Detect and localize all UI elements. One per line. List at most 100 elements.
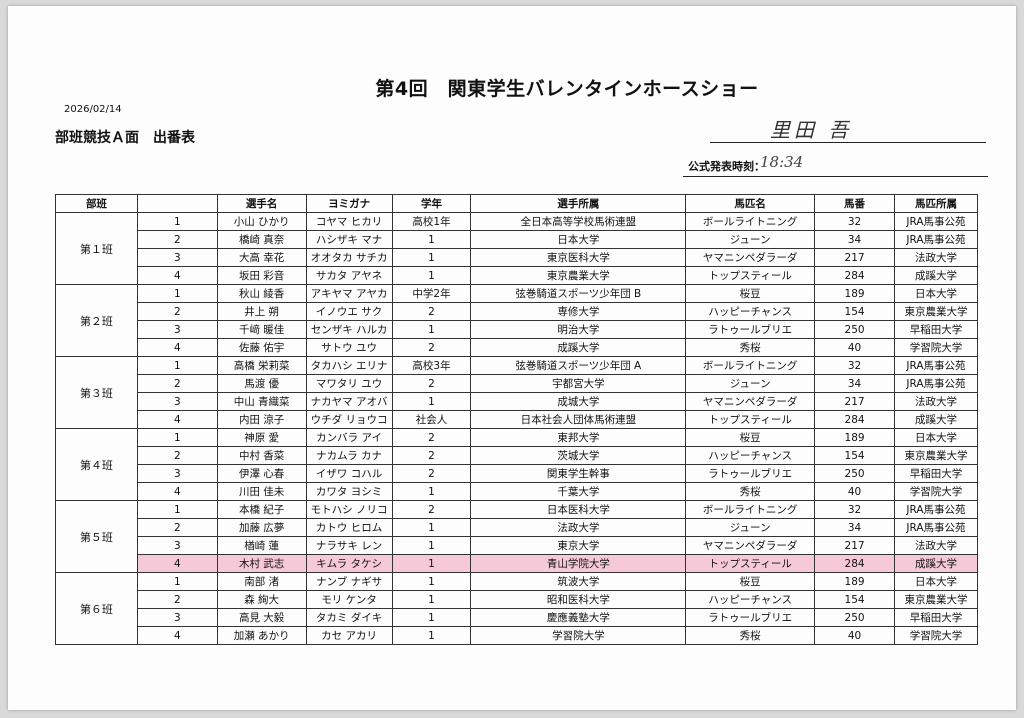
table-row: 2 橋崎 真奈 ハシザキ マナ 1 日本大学 ジューン 34 JRA馬事公苑 bbox=[56, 230, 979, 249]
cell-player-name: 南部 渚 bbox=[216, 572, 307, 591]
cell-reading: カトウ ヒロム bbox=[305, 518, 393, 537]
table-row: 第５班 1 本橋 紀子 モトハシ ノリコ 2 日本医科大学 ボールライトニング 32 JRA馬事… bbox=[55, 500, 979, 573]
cell-horse-number: 40 bbox=[814, 338, 895, 357]
cell-grade: 1 bbox=[391, 266, 472, 285]
cell-horse-affiliation: 早稲田大学 bbox=[893, 320, 979, 339]
cell-reading: カワタ ヨシミ bbox=[305, 482, 393, 501]
cell-player-name: 高見 大毅 bbox=[216, 608, 307, 627]
cell-horse-number: 189 bbox=[814, 284, 895, 303]
cell-reading: イノウエ サク bbox=[305, 302, 393, 321]
cell-order: 1 bbox=[136, 572, 218, 591]
cell-horse-name: ハッピーチャンス bbox=[685, 446, 816, 465]
cell-player-name: 木村 武志 bbox=[216, 554, 307, 573]
cell-player-affiliation: 法政大学 bbox=[470, 518, 687, 537]
cell-reading: イザワ コハル bbox=[305, 464, 393, 483]
cell-horse-name: 桜豆 bbox=[685, 428, 816, 447]
cell-horse-affiliation: 成蹊大学 bbox=[893, 554, 979, 573]
handwritten-signature: 里田 吾 bbox=[770, 118, 853, 142]
cell-horse-name: ハッピーチャンス bbox=[685, 590, 816, 609]
table-row: 2 井上 朔イノウエ サク 2 専修大学 ハッピーチャンス 154 東京農業大学 bbox=[56, 302, 979, 321]
cell-player-affiliation: 慶應義塾大学 bbox=[470, 608, 687, 627]
cell-horse-name: ヤマニンペダラーダ bbox=[685, 536, 816, 555]
cell-grade: 2 bbox=[391, 302, 472, 321]
table-row: 4 佐藤 佑宇 サトウ ユウ 2 成蹊大学 秀桜 40 学習院大学 bbox=[56, 338, 979, 357]
header-reading: ヨミガナ bbox=[305, 194, 393, 213]
cell-horse-affiliation: 早稲田大学 bbox=[893, 464, 979, 483]
table-row: 4 木村 武志 キムラ タケシ 1 青山学院大学 トップスティール 284 成蹊大学 bbox=[56, 554, 979, 573]
cell-player-name: 川田 佳未 bbox=[216, 482, 307, 501]
cell-grade: 1 bbox=[391, 590, 472, 609]
cell-order: 2 bbox=[136, 230, 218, 249]
cell-horse-number: 217 bbox=[814, 536, 895, 555]
cell-player-affiliation: 成城大学 bbox=[470, 392, 687, 411]
date: 2026/02/14 bbox=[64, 104, 122, 115]
cell-horse-affiliation: JRA馬事公苑 bbox=[893, 356, 979, 375]
cell-grade: 2 bbox=[391, 374, 472, 393]
table-row: 4 川田 佳未 カワタ ヨシミ 1 千葉大学 秀桜 40 学習院大学 bbox=[56, 482, 979, 501]
cell-horse-number: 32 bbox=[814, 356, 895, 375]
cell-horse-number: 250 bbox=[814, 608, 895, 627]
header-horse-number: 馬番 bbox=[814, 194, 895, 213]
cell-horse-number: 189 bbox=[814, 428, 895, 447]
cell-order: 2 bbox=[136, 590, 218, 609]
cell-horse-name: 桜豆 bbox=[685, 572, 816, 591]
cell-horse-name: ラトゥールブリエ bbox=[685, 464, 816, 483]
cell-order: 2 bbox=[136, 446, 218, 465]
table-row: 3 伊澤 心春 イザワ コハル 2 関東学生幹事 ラトゥールブリエ 250 早稲田大学 bbox=[56, 464, 979, 483]
cell-horse-affiliation: 学習院大学 bbox=[893, 482, 979, 501]
cell-player-affiliation: 明治大学 bbox=[470, 320, 687, 339]
cell-horse-number: 250 bbox=[814, 320, 895, 339]
cell-order: 3 bbox=[136, 464, 218, 483]
table-row: 3 大高 幸花 オオタカ サチカ 1 東京医科大学 ヤマニンペダラーダ 217 法政大学 bbox=[56, 248, 979, 267]
cell-reading: マワタリ ユウ bbox=[305, 374, 393, 393]
cell-horse-affiliation: 法政大学 bbox=[893, 536, 979, 555]
cell-reading: モトハシ ノリコ bbox=[305, 500, 393, 519]
cell-order: 1 bbox=[136, 356, 218, 375]
cell-order: 3 bbox=[136, 536, 218, 555]
cell-horse-number: 217 bbox=[814, 248, 895, 267]
cell-horse-number: 34 bbox=[814, 518, 895, 537]
cell-player-affiliation: 専修大学 bbox=[470, 302, 687, 321]
announce-time-handwritten: 18:34 bbox=[760, 153, 804, 171]
cell-horse-number: 250 bbox=[814, 464, 895, 483]
cell-grade: 社会人 bbox=[391, 410, 472, 429]
table-row: 4 内田 涼子 ウチダ リョウコ 社会人 日本社会人団体馬術連盟 トップスティール 284 成… bbox=[56, 410, 979, 429]
cell-grade: 2 bbox=[391, 428, 472, 447]
cell-reading: ナカヤマ アオバ bbox=[305, 392, 393, 411]
cell-grade: 1 bbox=[391, 248, 472, 267]
cell-grade: 1 bbox=[391, 482, 472, 501]
cell-player-affiliation: 関東学生幹事 bbox=[470, 464, 687, 483]
group-label: 第２班 bbox=[55, 284, 138, 357]
group-label: 第３班 bbox=[55, 356, 138, 429]
cell-player-name: 楢崎 蓮 bbox=[216, 536, 307, 555]
header-player-name: 選手名 bbox=[216, 194, 307, 213]
cell-player-name: 高橋 栄莉菜 bbox=[216, 356, 307, 375]
cell-grade: 2 bbox=[391, 500, 472, 519]
cell-reading: カセ アカリ bbox=[305, 626, 393, 645]
cell-horse-affiliation: 学習院大学 bbox=[893, 338, 979, 357]
cell-player-name: 本橋 紀子 bbox=[216, 500, 307, 519]
cell-horse-affiliation: JRA馬事公苑 bbox=[893, 230, 979, 249]
cell-player-affiliation: 日本医科大学 bbox=[470, 500, 687, 519]
group-label: 第５班 bbox=[55, 500, 138, 573]
cell-horse-name: 桜豆 bbox=[685, 284, 816, 303]
cell-player-name: 森 絢大 bbox=[216, 590, 307, 609]
cell-horse-number: 154 bbox=[814, 590, 895, 609]
cell-horse-name: 秀桜 bbox=[685, 482, 816, 501]
cell-player-name: 神原 愛 bbox=[216, 428, 307, 447]
table-row: 4 加瀬 あかり カセ アカリ 1 学習院大学 秀桜 40 学習院大学 bbox=[56, 626, 979, 645]
cell-player-name: 加藤 広夢 bbox=[216, 518, 307, 537]
cell-player-affiliation: 学習院大学 bbox=[470, 626, 687, 645]
table-row: 第２班 1 秋山 綾香 アキヤマ アヤカ 中学2年 弦巻騎道スポーツ少年団 B 桜豆 189 日… bbox=[55, 284, 979, 357]
cell-horse-number: 284 bbox=[814, 554, 895, 573]
header-horse-name: 馬匹名 bbox=[685, 194, 816, 213]
cell-reading: キムラ タケシ bbox=[305, 554, 393, 573]
table-row: 2 加藤 広夢 カトウ ヒロム 1 法政大学 ジューン 34 JRA馬事公苑 bbox=[56, 518, 979, 537]
cell-reading: サカタ アヤネ bbox=[305, 266, 393, 285]
cell-player-affiliation: 青山学院大学 bbox=[470, 554, 687, 573]
cell-grade: 2 bbox=[391, 464, 472, 483]
cell-horse-name: ハッピーチャンス bbox=[685, 302, 816, 321]
event-title: 第4回 関東学生バレンタインホースショー bbox=[375, 78, 759, 100]
cell-horse-number: 154 bbox=[814, 446, 895, 465]
cell-horse-affiliation: 学習院大学 bbox=[893, 626, 979, 645]
